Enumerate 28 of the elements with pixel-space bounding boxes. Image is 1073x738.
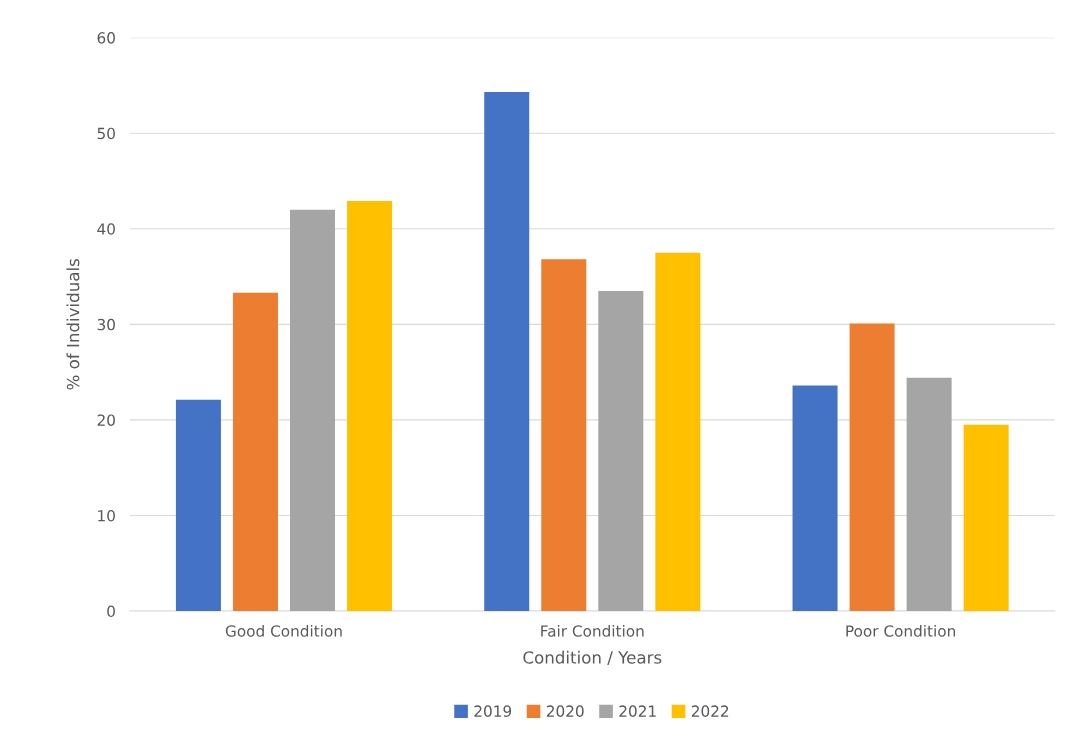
- bar: [849, 323, 895, 612]
- y-tick-label: 40: [97, 223, 115, 235]
- bar: [232, 292, 278, 612]
- bar: [347, 201, 393, 612]
- legend-label: 2021: [619, 705, 656, 717]
- bar: [290, 209, 336, 612]
- x-axis-title: Condition / Years: [523, 650, 662, 666]
- x-tick-label: Fair Condition: [541, 624, 644, 637]
- bar: [541, 259, 587, 612]
- y-tick-label: 10: [98, 509, 115, 522]
- x-tick-label: Good Condition: [225, 624, 342, 637]
- legend-label: 2019: [474, 705, 512, 717]
- bar: [655, 252, 701, 612]
- x-tick-label: Poor Condition: [846, 624, 956, 637]
- bar: [792, 385, 838, 612]
- y-tick-label: 20: [97, 414, 115, 426]
- y-tick-label: 30: [97, 318, 115, 331]
- legend-label: 2020: [546, 705, 584, 717]
- legend-label: 2022: [691, 705, 729, 717]
- bar: [484, 92, 530, 612]
- bar: [175, 399, 221, 612]
- y-tick-label: 0: [107, 605, 115, 618]
- y-tick-label: 50: [97, 127, 115, 140]
- bar: [598, 290, 644, 612]
- y-tick-label: 60: [97, 32, 115, 44]
- bar: [963, 424, 1009, 612]
- bar: [906, 377, 952, 612]
- y-axis-title: % of Individuals: [66, 258, 80, 390]
